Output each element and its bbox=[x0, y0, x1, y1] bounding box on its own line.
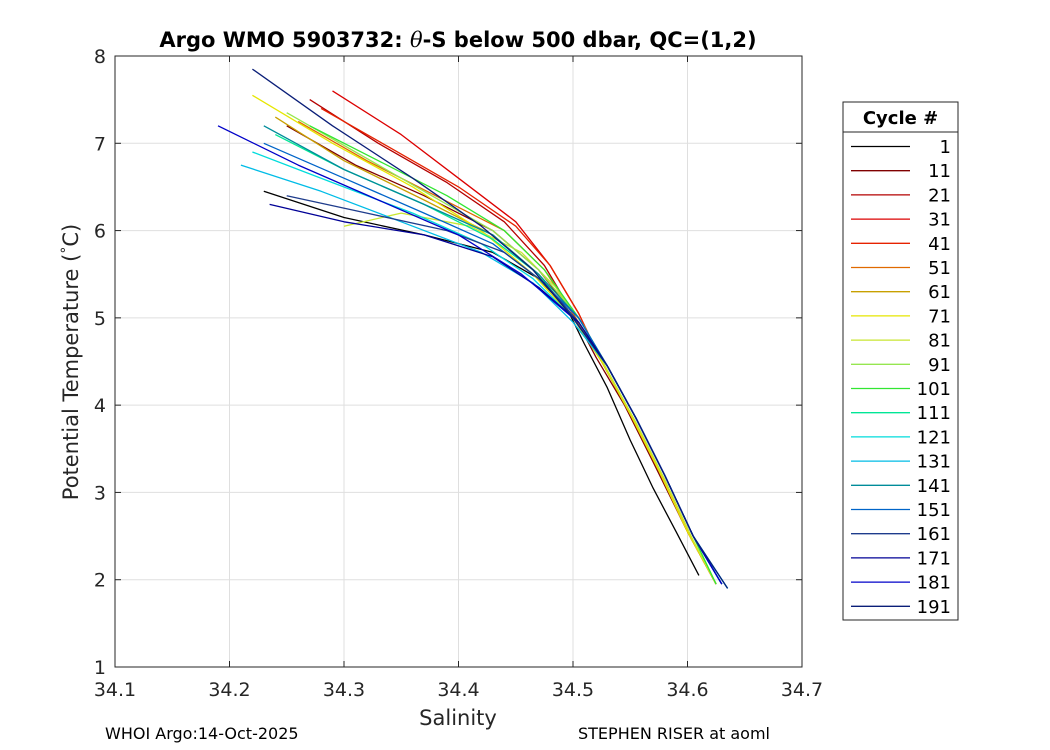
footer-source-date: WHOI Argo:14-Oct-2025 bbox=[105, 724, 299, 743]
y-tick-label: 4 bbox=[94, 395, 106, 417]
y-tick-label: 3 bbox=[94, 482, 106, 504]
y-axis-label-prefix: Potential Temperature ( bbox=[59, 254, 83, 501]
x-tick-label: 34.1 bbox=[94, 679, 136, 701]
series-line-cycle-51 bbox=[297, 120, 717, 585]
x-tick-label: 34.3 bbox=[323, 679, 365, 701]
y-tick-label: 6 bbox=[94, 221, 106, 243]
series-line-cycle-141 bbox=[263, 125, 723, 585]
legend-title: Cycle # bbox=[863, 108, 938, 129]
legend-label-cycle-61: 61 bbox=[928, 282, 951, 303]
series-line-cycle-61 bbox=[274, 116, 717, 585]
y-tick-label: 2 bbox=[94, 570, 106, 592]
legend-label-cycle-91: 91 bbox=[928, 355, 951, 376]
y-axis-label-degree: ° bbox=[59, 247, 75, 254]
axis-ticks: 34.1 34.2 34.3 34.4 34.5 34.6 34.7 1 2 3 4 5 6 7 8 bbox=[94, 46, 823, 701]
x-tick-label: 34.7 bbox=[781, 679, 823, 701]
x-axis-label: Salinity bbox=[419, 706, 497, 730]
legend-label-cycle-51: 51 bbox=[928, 258, 951, 279]
x-tick-label: 34.2 bbox=[208, 679, 250, 701]
legend-label-cycle-11: 11 bbox=[928, 161, 951, 182]
series-line-cycle-11 bbox=[286, 125, 717, 585]
legend-label-cycle-191: 191 bbox=[917, 597, 951, 618]
legend-label-cycle-111: 111 bbox=[917, 403, 951, 424]
chart-title: Argo WMO 5903732: θ-S below 500 dbar, QC… bbox=[159, 28, 756, 52]
y-tick-label: 8 bbox=[94, 46, 106, 68]
legend-label-cycle-41: 41 bbox=[928, 234, 951, 255]
series-line-cycle-151 bbox=[263, 142, 723, 585]
y-axis-label: Potential Temperature (°C) bbox=[59, 224, 83, 500]
series-line-cycle-111 bbox=[275, 134, 723, 585]
legend-label-cycle-141: 141 bbox=[917, 476, 951, 497]
series-line-cycle-41 bbox=[320, 107, 717, 585]
grid-lines bbox=[114, 55, 803, 668]
y-tick-label: 7 bbox=[94, 133, 106, 155]
x-tick-label: 34.6 bbox=[666, 679, 708, 701]
y-tick-label: 1 bbox=[94, 657, 106, 679]
y-tick-label: 5 bbox=[94, 308, 106, 330]
series-line-cycle-161 bbox=[286, 195, 723, 585]
footer-author: STEPHEN RISER at aoml bbox=[578, 724, 770, 743]
legend-label-cycle-81: 81 bbox=[928, 331, 951, 352]
legend-entries: 1112131415161718191101111121131141151161… bbox=[851, 137, 951, 618]
legend-label-cycle-181: 181 bbox=[917, 573, 951, 594]
legend-label-cycle-131: 131 bbox=[917, 452, 951, 473]
y-axis-label-suffix: C) bbox=[59, 224, 83, 247]
x-tick-label: 34.5 bbox=[552, 679, 594, 701]
legend-label-cycle-171: 171 bbox=[917, 548, 951, 569]
legend-label-cycle-151: 151 bbox=[917, 500, 951, 521]
chart-title-prefix: Argo WMO 5903732: bbox=[159, 28, 410, 52]
legend-label-cycle-101: 101 bbox=[917, 379, 951, 400]
legend-label-cycle-71: 71 bbox=[928, 306, 951, 327]
legend-label-cycle-161: 161 bbox=[917, 524, 951, 545]
chart-title-suffix: -S below 500 dbar, QC=(1,2) bbox=[423, 28, 757, 52]
chart-title-theta: θ bbox=[410, 28, 423, 52]
series-line-cycle-101 bbox=[309, 125, 717, 585]
series-line-cycle-191 bbox=[252, 68, 729, 589]
legend-label-cycle-21: 21 bbox=[928, 185, 951, 206]
legend-label-cycle-31: 31 bbox=[928, 210, 951, 231]
x-tick-label: 34.4 bbox=[437, 679, 479, 701]
legend-label-cycle-1: 1 bbox=[940, 137, 951, 158]
legend-label-cycle-121: 121 bbox=[917, 427, 951, 448]
series-line-cycle-31 bbox=[332, 90, 717, 585]
series-lines bbox=[217, 68, 729, 589]
series-line-cycle-91 bbox=[286, 112, 717, 585]
series-line-cycle-81 bbox=[343, 212, 717, 585]
legend: Cycle # 11121314151617181911011111211311… bbox=[842, 101, 959, 621]
